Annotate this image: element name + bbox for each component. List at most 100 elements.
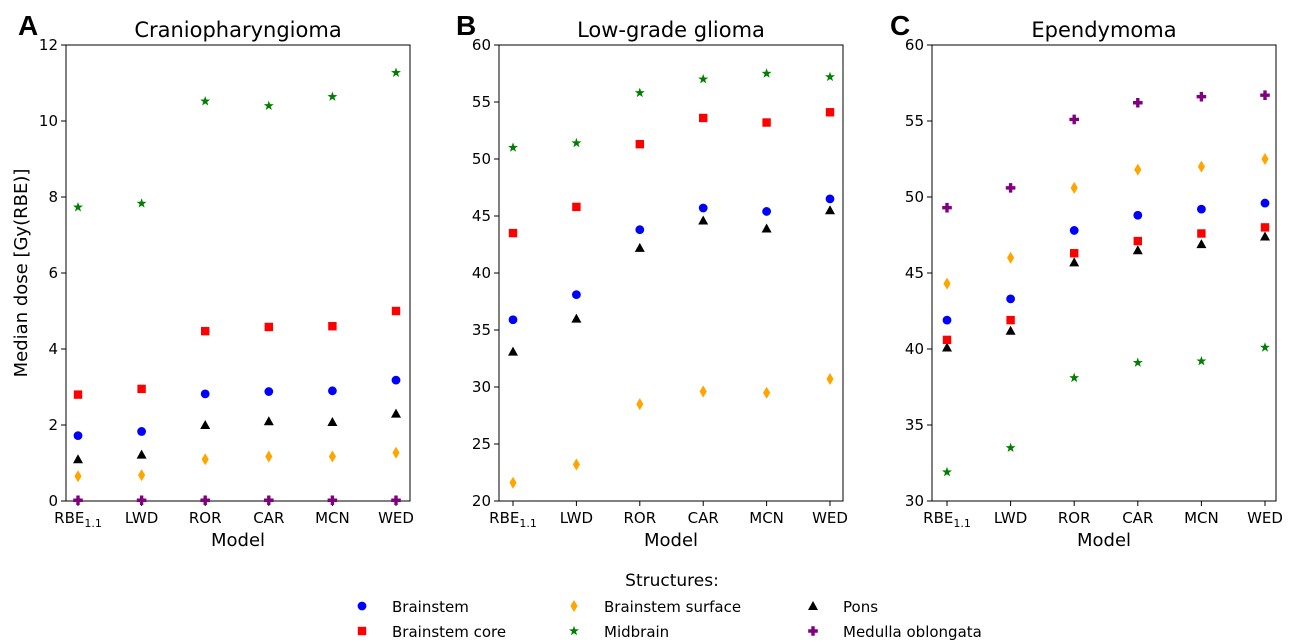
data-point-brainstem-core bbox=[1197, 229, 1206, 238]
legend-label: Pons bbox=[843, 598, 878, 616]
data-point-brainstem bbox=[762, 207, 771, 216]
x-tick-label: LWD bbox=[125, 509, 158, 527]
data-point-brainstem-surface bbox=[392, 446, 400, 459]
legend-label: Brainstem core bbox=[392, 623, 506, 641]
x-tick-label: LWD bbox=[994, 509, 1027, 527]
x-tick-label: RBE1.1 bbox=[923, 509, 971, 530]
legend-item-brainstem-surface: Brainstem surface bbox=[570, 598, 741, 616]
data-point-legend-pons bbox=[808, 601, 818, 610]
data-point-brainstem-surface bbox=[699, 385, 707, 398]
data-point-pons bbox=[136, 449, 147, 459]
series-brainstem bbox=[73, 375, 401, 441]
x-axis-label: Model bbox=[644, 530, 698, 551]
data-point-legend-brainstem-core bbox=[357, 626, 367, 636]
chart-panel-craniopharyngioma: 0 2 4 6 8 10 12 RBE1.1 LWD ROR CAR MCN WED Craniophar… bbox=[11, 10, 414, 551]
x-tick-label: MCN bbox=[1184, 509, 1219, 527]
data-point-pons bbox=[200, 420, 211, 429]
data-point-pons bbox=[1005, 325, 1016, 335]
x-tick-label: LWD bbox=[560, 509, 593, 527]
chart-panel-low-grade-glioma: 20 25 30 35 40 45 50 55 60 RBE1.1 LWD ROR CAR MCN WED L… bbox=[456, 10, 848, 551]
series-brainstem-core bbox=[942, 223, 1270, 345]
data-point-brainstem bbox=[1069, 226, 1079, 235]
data-point-brainstem-core bbox=[762, 118, 771, 127]
data-point-brainstem-surface bbox=[509, 476, 517, 489]
axes-frame bbox=[931, 44, 1277, 502]
series-pons bbox=[508, 205, 835, 356]
data-point-brainstem-surface bbox=[763, 386, 771, 399]
data-point-brainstem bbox=[942, 315, 952, 325]
data-point-medulla-oblongata bbox=[1133, 97, 1143, 108]
data-point-pons bbox=[698, 215, 709, 225]
data-point-midbrain bbox=[942, 466, 952, 477]
data-point-midbrain bbox=[508, 142, 518, 152]
legend-label: Brainstem bbox=[392, 598, 469, 616]
x-tick-label: ROR bbox=[189, 509, 222, 527]
y-tick-label: 12 bbox=[39, 36, 58, 54]
y-tick-label: 10 bbox=[39, 112, 58, 130]
data-point-brainstem bbox=[328, 386, 337, 396]
data-point-midbrain bbox=[136, 198, 147, 208]
series-pons bbox=[942, 231, 1270, 352]
y-tick-label: 40 bbox=[472, 264, 491, 282]
data-point-brainstem bbox=[698, 203, 708, 213]
data-point-brainstem-surface bbox=[1197, 160, 1205, 173]
data-point-brainstem bbox=[572, 290, 581, 300]
data-point-pons bbox=[73, 454, 83, 464]
data-point-midbrain bbox=[73, 202, 83, 212]
axes-frame bbox=[65, 44, 411, 502]
chart-panel-ependymoma: 30 35 40 45 50 55 60 RBE1.1 LWD ROR CAR MCN WED Epend… bbox=[890, 10, 1283, 551]
x-tick-label: CAR bbox=[1122, 509, 1153, 527]
x-tick-label: CAR bbox=[253, 509, 284, 527]
data-point-medulla-oblongata bbox=[942, 202, 952, 213]
data-point-medulla-oblongata bbox=[1069, 114, 1079, 125]
series-brainstem-surface bbox=[509, 373, 834, 489]
data-point-brainstem-core bbox=[635, 139, 644, 149]
series-midbrain bbox=[508, 68, 835, 152]
y-tick-label: 60 bbox=[472, 36, 491, 54]
panel-label: B bbox=[456, 10, 476, 41]
y-tick-label: 55 bbox=[472, 93, 491, 111]
data-point-legend-brainstem-surface bbox=[570, 600, 578, 612]
data-point-legend-medulla-oblongata bbox=[808, 626, 818, 636]
series-pons bbox=[73, 408, 401, 464]
data-point-brainstem bbox=[1260, 198, 1270, 208]
y-tick-label: 35 bbox=[905, 416, 924, 434]
data-point-brainstem-surface bbox=[572, 458, 580, 471]
data-point-brainstem bbox=[635, 225, 645, 235]
data-point-midbrain bbox=[825, 71, 835, 82]
data-point-pons bbox=[1260, 231, 1270, 241]
series-medulla-oblongata bbox=[73, 495, 401, 506]
series-brainstem-core bbox=[508, 108, 835, 238]
x-tick-label: MCN bbox=[315, 509, 350, 527]
y-tick-label: 60 bbox=[905, 36, 924, 54]
data-point-pons bbox=[1069, 257, 1080, 267]
data-point-brainstem-surface bbox=[138, 469, 146, 482]
data-point-brainstem bbox=[825, 194, 835, 204]
data-point-brainstem bbox=[1197, 204, 1206, 214]
data-point-midbrain bbox=[698, 74, 709, 84]
data-point-brainstem-surface bbox=[826, 373, 834, 386]
x-axis-label: Model bbox=[1077, 530, 1131, 551]
data-point-brainstem-surface bbox=[1070, 181, 1078, 194]
data-point-brainstem-surface bbox=[943, 277, 951, 290]
data-point-midbrain bbox=[1260, 342, 1270, 352]
series-brainstem-surface bbox=[74, 446, 400, 483]
data-point-brainstem-core bbox=[264, 322, 273, 332]
data-point-legend-brainstem bbox=[357, 601, 367, 611]
data-point-medulla-oblongata bbox=[136, 495, 147, 506]
legend-item-brainstem-core: Brainstem core bbox=[357, 623, 506, 641]
data-point-brainstem-surface bbox=[1007, 251, 1015, 264]
data-point-brainstem-core bbox=[1006, 315, 1015, 325]
data-point-brainstem bbox=[73, 431, 83, 441]
y-tick-label: 4 bbox=[48, 340, 58, 358]
data-point-pons bbox=[327, 416, 338, 426]
data-point-brainstem bbox=[391, 375, 401, 385]
data-point-medulla-oblongata bbox=[73, 495, 83, 506]
y-tick-label: 0 bbox=[48, 492, 58, 510]
data-point-brainstem-core bbox=[1260, 223, 1270, 232]
x-tick-label: CAR bbox=[688, 509, 719, 527]
data-point-brainstem-core bbox=[328, 322, 337, 331]
data-point-pons bbox=[942, 342, 952, 352]
data-point-medulla-oblongata bbox=[1196, 91, 1207, 102]
